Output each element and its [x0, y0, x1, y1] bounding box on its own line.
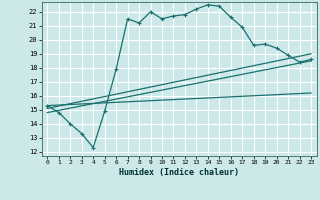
X-axis label: Humidex (Indice chaleur): Humidex (Indice chaleur)	[119, 168, 239, 177]
